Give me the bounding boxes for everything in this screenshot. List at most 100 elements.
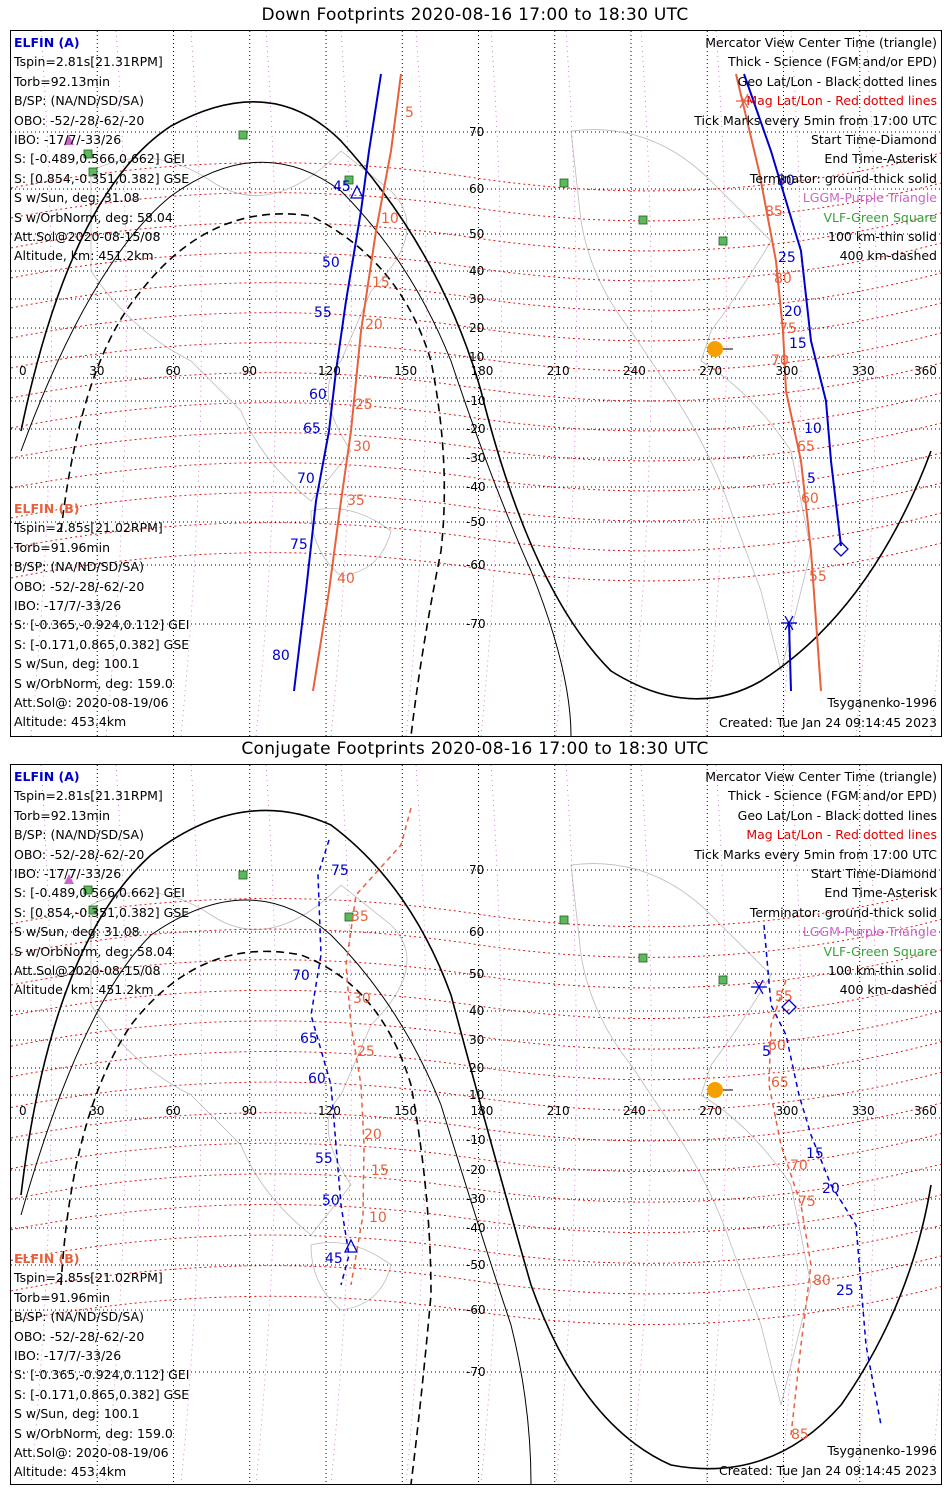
map-legend: Mercator View Center Time (triangle) Thi…: [694, 767, 937, 1000]
elfin-b-tick-label: 65: [771, 1075, 789, 1091]
elfin-a-line: S: [0.854,-0.351,0.382] GSE: [14, 904, 190, 920]
mag-parallel: [11, 1224, 941, 1264]
mag-parallel: [11, 482, 941, 522]
lshell-line: [480, 31, 502, 736]
lat-tick-label: -20: [466, 1163, 486, 1177]
mag-parallel: [11, 1133, 941, 1172]
legend-item: Start Time-Diamond: [810, 131, 937, 147]
lshell-line: [105, 31, 127, 736]
elfin-a-track-conj: [310, 839, 350, 1286]
vlf-square: [559, 178, 569, 188]
lat-tick-label: -20: [466, 422, 486, 436]
created-timestamp: Created: Tue Jan 24 09:14:45 2023: [718, 1463, 937, 1478]
lon-tick-label: 120: [318, 1104, 341, 1118]
center-triangle: [349, 184, 365, 199]
elfin-a-tick-label: 50: [322, 1193, 340, 1209]
elfin-b-track-conj-east: [768, 979, 812, 1436]
sun-marker: [707, 1082, 723, 1098]
lat-tick-label: 30: [469, 1033, 484, 1047]
terminator-ground: [20, 101, 932, 700]
lshell-line: [180, 31, 202, 736]
elfin-a-tick-label: 45: [325, 1251, 343, 1267]
created-timestamp: Created: Tue Jan 24 09:14:45 2023: [718, 715, 937, 730]
lon-tick-label: 210: [547, 1104, 570, 1118]
coastline-eurasia: [90, 150, 408, 502]
elfin-b-info: ELFIN (B) Tspin=2.85s[21.02RPM] Torb=91.…: [14, 499, 189, 732]
mag-parallel: [11, 152, 941, 192]
lon-tick-label: 300: [776, 364, 799, 378]
lat-tick-label: 40: [469, 264, 484, 278]
elfin-a-line: Tspin=2.81s[21.31RPM]: [14, 788, 163, 804]
mag-parallel: [11, 212, 941, 252]
lon-tick-label: 270: [699, 364, 722, 378]
mag-parallel: [11, 392, 941, 432]
elfin-b-tick-label: 15: [372, 275, 390, 291]
lat-tick-label: 50: [469, 227, 484, 241]
elfin-a-line: Att.Sol@2020-08-15/08: [14, 228, 161, 244]
lat-tick-label: -40: [466, 480, 486, 494]
mag-parallel: [11, 1102, 941, 1142]
lon-tick-label: 210: [547, 364, 570, 378]
elfin-b-tick-label: 60: [801, 491, 819, 507]
elfin-a-line: Torb=92.13min: [14, 807, 111, 823]
elfin-b-line: Tspin=2.85s[21.02RPM]: [14, 1270, 163, 1286]
vlf-square: [238, 130, 248, 140]
elfin-a-line: S w/Sun, deg: 31.08: [14, 924, 140, 940]
end-asterisk: [784, 615, 794, 631]
map-legend: Mercator View Center Time (triangle) Thi…: [694, 33, 937, 266]
elfin-a-tick-label: 60: [308, 1071, 326, 1087]
elfin-a-tick-label: 45: [333, 179, 351, 195]
vlf-square: [83, 149, 93, 159]
elfin-a-line: IBO: -17/7/-33/26: [14, 865, 122, 881]
elfin-b-tick-label: 65: [797, 439, 815, 455]
lshell-line: [705, 31, 727, 736]
conjugate-footprints-map: 7570656055504551520253530252015105560657…: [11, 765, 941, 1484]
legend-item: Mercator View Center Time (triangle): [705, 769, 937, 784]
legend-item: VLF-Green Square: [823, 209, 937, 225]
center-triangle: [343, 1238, 359, 1253]
elfin-b-tick-label: 80: [813, 1273, 831, 1289]
lat-tick-label: -50: [466, 515, 486, 529]
conjugate-footprints-panel: 75 70 65 60 55 50 45 5 15 20 25 35 30 25 20 15 10 55 60 65 7…: [10, 764, 942, 1485]
elfin-a-track-down: [293, 73, 382, 692]
legend-item: Thick - Science (FGM and/or EPD): [728, 788, 937, 804]
legend-item: Mag Lat/Lon - Red dotted lines: [746, 827, 937, 843]
mag-parallel: [11, 362, 941, 402]
elfin-a-tick-label: 55: [314, 305, 332, 321]
lon-tick-label: 150: [394, 1104, 417, 1118]
elfin-b-track-down: [312, 73, 402, 692]
legend-item: LGGM-Purple Triangle: [802, 924, 937, 940]
elfin-b-track-down-east: [735, 73, 822, 692]
lon-tick-label: 30: [89, 1104, 104, 1118]
lat-tick-label: 10: [469, 1088, 484, 1102]
elfin-a-tick-label: 15: [789, 336, 807, 352]
lshell-line: [255, 31, 277, 736]
elfin-b-tick-label: 75: [779, 321, 797, 337]
lon-tick-label: 240: [623, 1104, 646, 1118]
elfin-b-line: B/SP: (NA/ND/SD/SA): [14, 559, 144, 575]
legend-item: Mercator View Center Time (triangle): [705, 35, 937, 50]
start-diamond: [833, 541, 849, 557]
elfin-a-info: ELFIN (A) Tspin=2.81s[21.31RPM] Torb=92.…: [14, 33, 189, 266]
elfin-a-name: ELFIN (A): [14, 35, 80, 50]
elfin-b-tick-label: 40: [337, 571, 355, 587]
lon-tick-label: 240: [623, 364, 646, 378]
terminator-ground: [20, 809, 932, 1470]
elfin-b-line: IBO: -17/7/-33/26: [14, 1347, 122, 1363]
lon-tick-label: 30: [89, 364, 104, 378]
elfin-b-tick-label: 70: [790, 1158, 808, 1174]
elfin-b-track-conj: [345, 807, 412, 1286]
legend-item: Terminator: ground-thick solid: [749, 904, 937, 920]
elfin-a-tick-label: 65: [300, 1031, 318, 1047]
vlf-square: [83, 885, 93, 895]
elfin-b-name: ELFIN (B): [14, 1251, 80, 1266]
vlf-square: [718, 236, 728, 246]
legend-item: Geo Lat/Lon - Black dotted lines: [737, 807, 937, 823]
down-footprints-panel: 45 50 55 60 65 70 75 80 30 25 20 15 10 5 5 10 15 20 25 30 35…: [10, 30, 942, 737]
elfin-b-line: Torb=91.96min: [14, 1289, 111, 1305]
elfin-a-tick-label: 20: [784, 304, 802, 320]
elfin-a-line: S: [-0.489,0.566,0.662] GEI: [14, 885, 185, 901]
elfin-a-track-down-east: [743, 73, 842, 547]
lon-tick-label: 180: [471, 1104, 494, 1118]
lshell-line: [630, 765, 652, 1484]
